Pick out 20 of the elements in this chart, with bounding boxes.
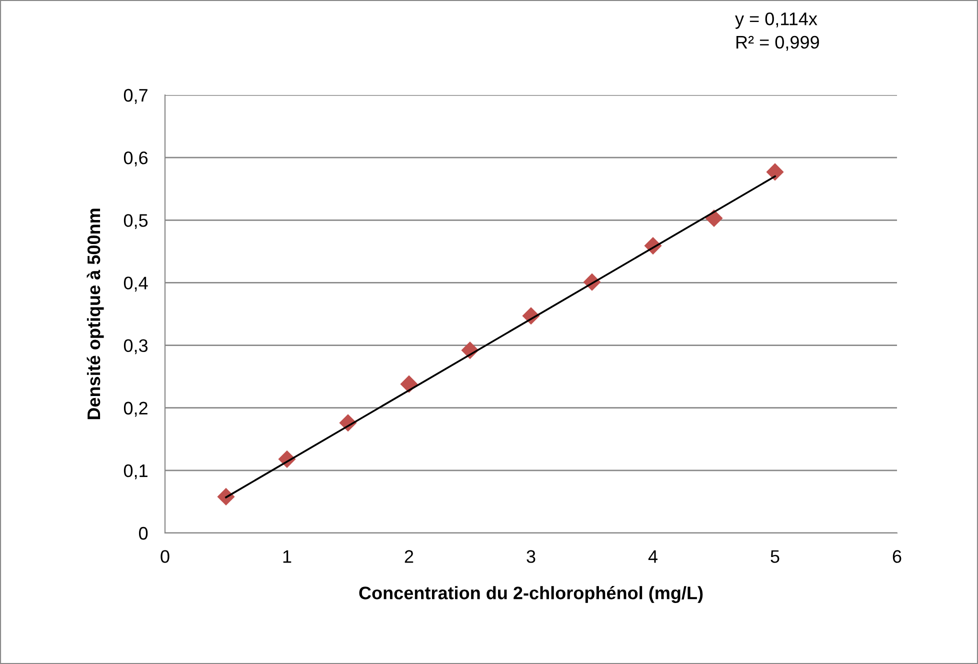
x-tick-label: 5 — [770, 550, 780, 563]
x-tick-label: 6 — [892, 550, 902, 563]
point — [766, 163, 784, 181]
y-axis-title: Densité optique à 500nm — [86, 208, 104, 420]
y-tick-label: 0,7 — [124, 88, 148, 104]
x-tick-label: 3 — [526, 550, 536, 563]
x-tick-label: 4 — [648, 550, 658, 563]
x-tick-label: 0 — [160, 550, 170, 563]
y-tick-label: 0,6 — [124, 152, 148, 166]
y-tick-label: 0,5 — [124, 214, 148, 229]
x-axis-title: Concentration du 2-chlorophénol (mg/L) — [359, 586, 703, 604]
y-tick-label: 0 — [139, 526, 148, 540]
y-tick-label: 0,2 — [124, 402, 148, 417]
x-tick-label: 1 — [283, 550, 292, 563]
y-tick-label: 0,1 — [124, 464, 148, 480]
y-tick-label: 0,4 — [124, 276, 148, 292]
y-tick-label: 0,3 — [124, 339, 148, 354]
point — [217, 488, 235, 506]
x-tick-label: 2 — [404, 550, 414, 563]
text: y = 0,114x R² = 0,999 — [735, 12, 819, 51]
